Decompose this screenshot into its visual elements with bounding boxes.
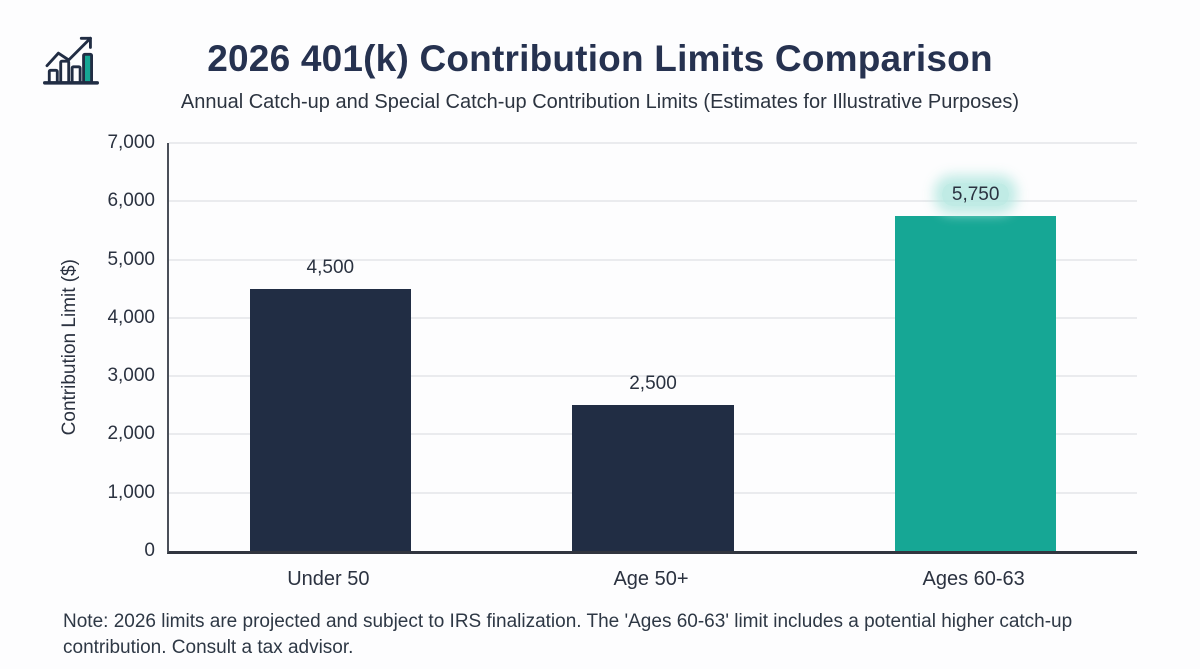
- gridline: [169, 375, 1137, 378]
- y-tick-label: 4,000: [107, 306, 155, 328]
- bar-chart-trend-icon: [43, 36, 99, 85]
- bar-value-label: 2,500: [629, 373, 677, 395]
- bar-under-50: [249, 288, 411, 551]
- highlighted-value-label: 5,750: [941, 182, 1010, 206]
- gridline: [169, 316, 1137, 319]
- y-axis-title-text: Contribution Limit ($): [59, 258, 80, 436]
- gridline: [169, 200, 1137, 203]
- y-tick-label: 1,000: [107, 481, 155, 503]
- plot-area: 4,500 2,500 5,750: [167, 142, 1137, 554]
- bar-value-label: 4,500: [306, 256, 355, 278]
- gridline: [169, 142, 1137, 144]
- y-tick-label: 2,000: [107, 423, 155, 445]
- x-tick-label: Age 50+: [613, 568, 689, 590]
- y-tick-label: 3,000: [107, 365, 155, 387]
- gridline: [169, 258, 1137, 261]
- bar-value-label: 5,750: [896, 182, 1056, 206]
- bar-age-50-: [572, 405, 734, 551]
- y-tick-label: 0: [144, 540, 155, 561]
- bar-ages-60-63: [895, 215, 1057, 551]
- y-tick-label: 6,000: [107, 190, 155, 212]
- y-tick-label: 7,000: [107, 132, 155, 153]
- x-tick-label: Ages 60-63: [922, 568, 1025, 590]
- x-tick-label: Under 50: [287, 568, 370, 590]
- chart-subtitle: Annual Catch-up and Special Catch-up Con…: [180, 91, 1020, 113]
- y-tick-label: 5,000: [107, 248, 155, 270]
- page-title: 2026 401(k) Contribution Limits Comparis…: [207, 38, 993, 79]
- footnote: Note: 2026 limits are projected and subj…: [63, 611, 1073, 659]
